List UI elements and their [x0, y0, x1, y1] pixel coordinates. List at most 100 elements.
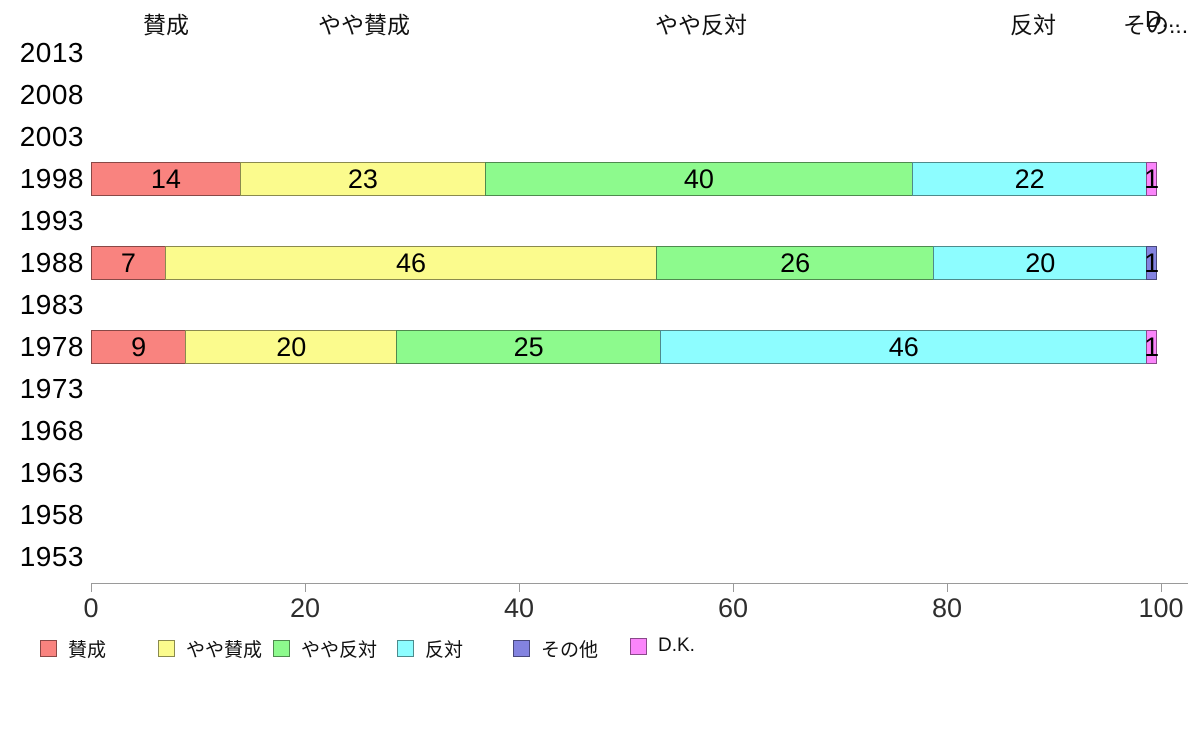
- x-axis-tick-20: [305, 583, 306, 592]
- segment-yaya-hantai-1978: 25: [396, 330, 662, 364]
- x-axis-tick-label-100: 100: [1138, 593, 1184, 623]
- segment-value: 20: [1025, 247, 1056, 278]
- legend-label-yaya-sansei: やや賛成: [186, 640, 263, 661]
- bar-1998: 14 23 40 22 1: [91, 162, 1161, 196]
- legend-item-sonota: その他: [513, 635, 598, 662]
- series-header-label-sansei: 賛成: [143, 12, 189, 38]
- x-axis-tick-label-60: 60: [717, 593, 749, 623]
- chart-row-1988: 1988 7 46 26 20 1: [0, 242, 1188, 284]
- x-axis-tick-0: [91, 583, 92, 592]
- bar-1978: 9 20 25 46 1: [91, 330, 1161, 364]
- year-label-1963: 1963: [19, 457, 84, 488]
- legend-item-dk: D.K.: [630, 635, 695, 657]
- legend: 賛成 やや賛成 やや反対 反対 その他 D.K.: [0, 635, 1188, 663]
- series-header-label-dk: D...: [1145, 6, 1181, 32]
- segment-value: 14: [150, 163, 181, 194]
- chart-row-1993: 1993: [0, 200, 1188, 242]
- chart-row-1973: 1973: [0, 368, 1188, 410]
- segment-value: 22: [1014, 163, 1045, 194]
- segment-sonota-1988: 1: [1144, 246, 1160, 280]
- segment-value: 1: [1144, 247, 1160, 278]
- segment-yaya-sansei-1998: 23: [239, 162, 486, 196]
- segment-dk-1998: 1: [1144, 162, 1160, 196]
- segment-hantai-1988: 20: [933, 246, 1148, 280]
- bar-1988: 7 46 26 20 1: [91, 246, 1161, 280]
- year-label-1953: 1953: [19, 541, 84, 572]
- chart-row-2013: 2013: [0, 32, 1188, 74]
- year-label-1993: 1993: [19, 205, 84, 236]
- x-axis-tick-60: [733, 583, 734, 592]
- legend-label-dk: D.K.: [658, 635, 695, 656]
- x-axis-line: [91, 583, 1188, 584]
- year-label-2008: 2008: [19, 79, 84, 110]
- segment-sansei-1998: 14: [91, 162, 241, 196]
- segment-yaya-sansei-1988: 46: [164, 246, 658, 280]
- year-label-1998: 1998: [19, 163, 84, 194]
- legend-item-yaya-sansei: やや賛成: [158, 635, 262, 662]
- series-header-label-sonota: その...: [1123, 12, 1188, 38]
- x-axis-tick-label-80: 80: [931, 593, 963, 623]
- series-header-label-yaya-sansei: やや賛成: [318, 12, 410, 38]
- year-label-1983: 1983: [19, 289, 84, 320]
- chart-row-1998: 1998 14 23 40 22 1: [0, 158, 1188, 200]
- chart-row-2008: 2008: [0, 74, 1188, 116]
- legend-swatch-yaya-hantai: [273, 640, 290, 657]
- chart-row-1953: 1953: [0, 536, 1188, 578]
- x-axis-tick-100: [1161, 583, 1162, 592]
- legend-label-yaya-hantai: やや反対: [301, 640, 378, 661]
- series-header-label-hantai: 反対: [1010, 12, 1056, 38]
- chart-row-1978: 1978 9 20 25 46 1: [0, 326, 1188, 368]
- segment-value: 1: [1144, 331, 1160, 362]
- legend-swatch-dk: [630, 637, 647, 655]
- series-header-label-yaya-hantai: やや反対: [655, 12, 747, 38]
- x-axis-tick-label-0: 0: [83, 593, 99, 623]
- x-axis-tick-label-40: 40: [503, 593, 535, 623]
- x-axis-tick-label-20: 20: [289, 593, 321, 623]
- segment-value: 1: [1144, 163, 1160, 194]
- year-label-1978: 1978: [19, 331, 84, 362]
- year-label-1958: 1958: [19, 499, 84, 530]
- segment-dk-1978: 1: [1144, 330, 1160, 364]
- segment-hantai-1998: 22: [911, 162, 1148, 196]
- segment-yaya-hantai-1988: 26: [656, 246, 935, 280]
- year-label-2003: 2003: [19, 121, 84, 152]
- legend-item-hantai: 反対: [397, 635, 463, 662]
- chart-row-1968: 1968: [0, 410, 1188, 452]
- chart-row-1958: 1958: [0, 494, 1188, 536]
- legend-swatch-sansei: [40, 640, 57, 657]
- legend-swatch-hantai: [397, 640, 414, 657]
- x-axis: 0 20 40 60 80 100: [0, 583, 1188, 628]
- plot-area: 2013 2008 2003 1998 14 23 40 22 1 1993 1988 7 46 26 20…: [0, 32, 1188, 578]
- legend-label-hantai: 反対: [425, 640, 464, 661]
- year-label-2013: 2013: [19, 37, 84, 68]
- legend-label-sansei: 賛成: [68, 640, 107, 661]
- chart-row-1983: 1983: [0, 284, 1188, 326]
- segment-value: 9: [131, 331, 147, 362]
- segment-value: 40: [683, 163, 714, 194]
- legend-item-yaya-hantai: やや反対: [273, 635, 377, 662]
- year-label-1973: 1973: [19, 373, 84, 404]
- segment-value: 25: [513, 331, 544, 362]
- segment-yaya-hantai-1998: 40: [484, 162, 913, 196]
- year-label-1968: 1968: [19, 415, 84, 446]
- segment-value: 20: [276, 331, 307, 362]
- segment-value: 26: [780, 247, 811, 278]
- segment-value: 46: [888, 331, 919, 362]
- segment-value: 23: [347, 163, 378, 194]
- legend-label-sonota: その他: [541, 640, 599, 661]
- series-header-labels: 賛成 やや賛成 やや反対 反対 その... D...: [0, 0, 1188, 38]
- segment-hantai-1978: 46: [660, 330, 1148, 364]
- year-label-1988: 1988: [19, 247, 84, 278]
- segment-yaya-sansei-1978: 20: [185, 330, 398, 364]
- segment-value: 46: [395, 247, 426, 278]
- segment-value: 7: [120, 247, 136, 278]
- x-axis-tick-80: [947, 583, 948, 592]
- legend-swatch-sonota: [513, 640, 530, 657]
- chart-row-2003: 2003: [0, 116, 1188, 158]
- legend-item-sansei: 賛成: [40, 635, 106, 662]
- chart-row-1963: 1963: [0, 452, 1188, 494]
- legend-swatch-yaya-sansei: [158, 640, 175, 657]
- segment-sansei-1988: 7: [91, 246, 166, 280]
- x-axis-tick-40: [519, 583, 520, 592]
